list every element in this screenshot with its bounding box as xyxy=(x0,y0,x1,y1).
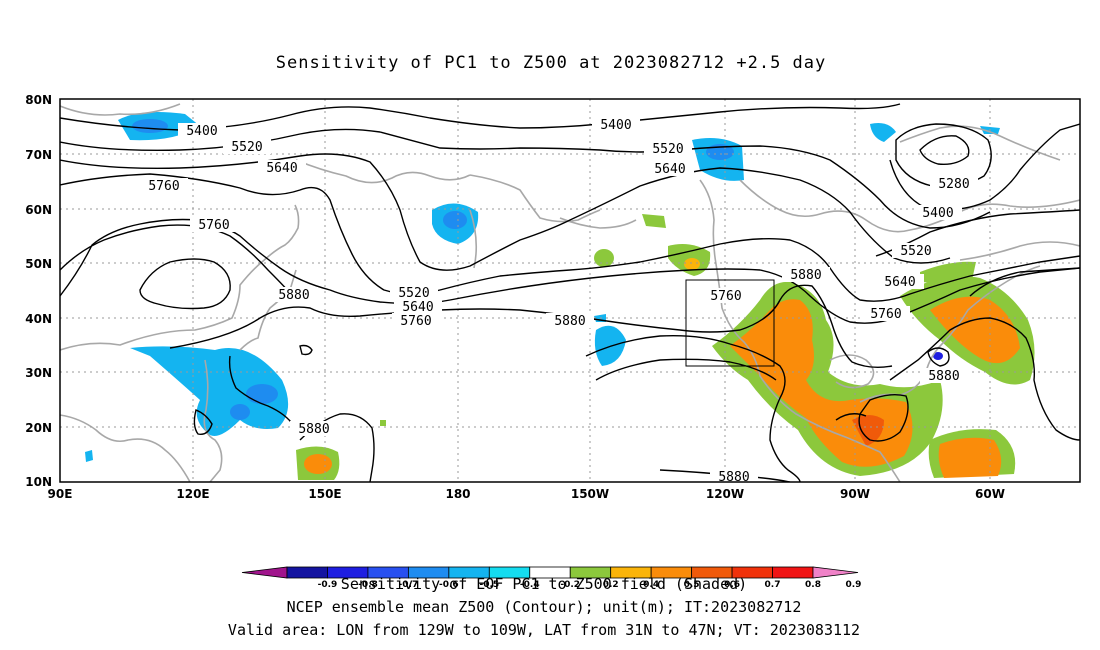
lon-label: 180 xyxy=(445,487,470,501)
colorbar-swatch xyxy=(772,566,814,579)
footer-line-3: Valid area: LON from 129W to 109W, LAT f… xyxy=(228,621,860,639)
contour-label: 5760 xyxy=(870,307,901,322)
colorbar-swatch xyxy=(241,566,288,579)
lon-label: 90E xyxy=(48,487,73,501)
lat-label: 80N xyxy=(25,93,52,107)
lat-label: 50N xyxy=(25,257,52,271)
contour-label: 5400 xyxy=(186,124,217,139)
colorbar-label: 0.7 xyxy=(765,580,781,590)
contour-label: 5880 xyxy=(928,369,959,384)
contour-label: 5880 xyxy=(554,314,585,329)
contour-label: 5760 xyxy=(198,218,229,233)
lat-label: 70N xyxy=(25,148,52,162)
colorbar-label: -0.2 xyxy=(560,580,580,590)
contour-label: 5880 xyxy=(790,268,821,283)
colorbar-label: 0.4 xyxy=(643,580,659,590)
lon-label: 120E xyxy=(176,487,209,501)
contour-label: 5640 xyxy=(654,162,685,177)
contour-label: 5880 xyxy=(278,288,309,303)
contour-labels: 5400 5520 5640 5760 5760 5880 5520 5640 … xyxy=(140,117,978,485)
lat-label: 60N xyxy=(25,203,52,217)
contour-label: 5400 xyxy=(922,206,953,221)
colorbar: -0.9 -0.8 -0.7 -0.6 -0.5 -0.4 -0.2 0.2 0.4 0.5 0.6… xyxy=(241,566,861,590)
contour-label: 5760 xyxy=(400,314,431,329)
contour-label: 5520 xyxy=(398,286,429,301)
contour-label: 5640 xyxy=(402,300,433,315)
contour-label: 5400 xyxy=(600,118,631,133)
colorbar-swatch xyxy=(286,566,328,579)
lat-label: 40N xyxy=(25,312,52,326)
contour-label: 5520 xyxy=(900,244,931,259)
lat-label: 20N xyxy=(25,421,52,435)
contour-label: 5760 xyxy=(710,289,741,304)
contour-label: 5880 xyxy=(298,422,329,437)
lon-label: 60W xyxy=(975,487,1005,501)
colorbar-label: -0.5 xyxy=(479,580,499,590)
map-area: 5400 5520 5640 5760 5760 5880 5520 5640 … xyxy=(60,99,1080,485)
contour-label: 5520 xyxy=(652,142,683,157)
lon-label: 120W xyxy=(706,487,744,501)
lat-label: 30N xyxy=(25,366,52,380)
contour-label: 5280 xyxy=(938,177,969,192)
colorbar-swatch xyxy=(812,566,859,579)
shaded-sensitivity xyxy=(85,112,1035,480)
lon-label: 90W xyxy=(840,487,870,501)
contour-label: 5520 xyxy=(231,140,262,155)
contour-label: 5760 xyxy=(148,179,179,194)
colorbar-label: -0.4 xyxy=(520,580,540,590)
map-title: Sensitivity of PC1 to Z500 at 2023082712… xyxy=(276,53,827,73)
longitude-labels: 90E 120E 150E 180 150W 120W 90W 60W xyxy=(48,487,1005,501)
lon-label: 150E xyxy=(308,487,341,501)
colorbar-label: -0.6 xyxy=(439,580,459,590)
lon-label: 150W xyxy=(571,487,609,501)
contour-label: 5640 xyxy=(266,161,297,176)
footer-line-2: NCEP ensemble mean Z500 (Contour); unit(… xyxy=(287,598,802,616)
valid-area-box xyxy=(685,279,775,367)
map-frame xyxy=(59,98,1081,483)
lat-label: 10N xyxy=(25,475,52,489)
colorbar-label: 0.8 xyxy=(805,580,821,590)
colorbar-label: 0.2 xyxy=(603,580,619,590)
contour-label: 5640 xyxy=(884,275,915,290)
colorbar-label: -0.8 xyxy=(358,580,378,590)
colorbar-label: 0.6 xyxy=(724,580,740,590)
colorbar-label: 0.9 xyxy=(845,580,861,590)
colorbar-label: -0.7 xyxy=(399,580,419,590)
footer-line-1: Sensitivity of EOF PC1 to Z500 field (Sh… xyxy=(341,575,747,593)
colorbar-label: -0.9 xyxy=(318,580,338,590)
contour-label: 5880 xyxy=(718,470,749,485)
colorbar-label: 0.5 xyxy=(684,580,700,590)
latitude-labels: 80N 70N 60N 50N 40N 30N 20N 10N xyxy=(25,93,52,489)
